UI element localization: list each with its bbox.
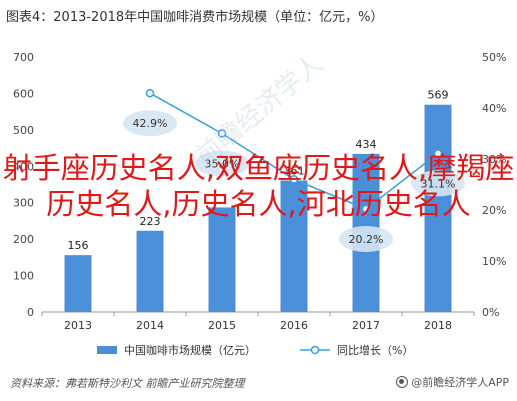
x-axis-category-label: 2016 [280,319,308,332]
right-axis-tick-label: 30% [482,153,506,166]
x-axis-category-label: 2017 [352,319,380,332]
bar [64,255,92,312]
right-axis-tick-label: 0% [482,306,499,319]
right-axis-tick-label: 50% [482,51,506,64]
brand-text: @前瞻经济学人APP [411,376,509,389]
line-value-label: 35.0% [205,158,240,171]
line-point [289,175,299,184]
left-axis-tick-label: 300 [13,197,34,210]
left-axis-tick-label: 700 [13,51,34,64]
overlay-text: 射手座历史名人,双鱼座历史名人,摩羯座历史名人,历史名人,河北历史名人 [2,151,515,221]
left-axis-tick-label: 200 [13,233,34,246]
chart-canvas: 0 100 200 300 400 500 600 700 0% 10% 20% 30% 40% 50% 1… [13,51,506,332]
bar [424,104,452,312]
left-axis-tick-label: 400 [13,160,34,173]
bar-value-label: 361 [284,164,305,177]
bar-value-label: 434 [356,138,377,151]
legend-line-swatch [300,345,330,355]
brand-mark: @前瞻经济学人APP [396,374,509,390]
right-axis-tick-label: 20% [482,204,506,217]
left-axis-tick-label: 500 [13,124,34,137]
data-label-bubble [411,170,465,197]
x-axis-category-label: 2018 [424,319,452,332]
line-point [217,129,227,138]
left-axis-tick-label: 100 [13,270,34,283]
legend-bar-label: 中国咖啡市场规模（亿元） [124,344,256,357]
brand-logo-icon [396,376,409,388]
right-axis-tick-label: 10% [482,255,506,268]
x-axis-category-label: 2014 [136,319,164,332]
bar-value-label: 156 [68,239,89,252]
line-value-label: 42.9% [133,117,168,130]
source-note: 资料来源：弗若斯特沙利文 前瞻产业研究院整理 [10,377,245,390]
x-axis-category-label: 2013 [64,319,92,332]
legend-bar-swatch [97,346,117,354]
bar [280,180,308,312]
line-value-label: 31.1% [421,177,456,190]
right-axis-tick-label: 40% [482,102,506,115]
line-value-label: 20.2% [349,233,384,246]
line-point [145,88,155,98]
chart-title: 图表4：2013-2018年中国咖啡消费市场规模（单位：亿元，%） [6,10,384,25]
data-label-bubble [123,110,177,137]
line-point [361,204,371,214]
left-axis-tick-label: 0 [27,306,34,319]
bar-value-label: 223 [140,215,161,228]
data-label-bubble [195,150,249,177]
bar [208,207,236,312]
bar-value-label: 569 [428,89,449,102]
left-axis-tick-label: 600 [13,87,34,100]
data-label-bubble [339,225,393,252]
x-axis-category-label: 2015 [208,319,236,332]
line-point [433,149,443,158]
bar [136,230,164,312]
legend-line-label: 同比增长（%） [337,344,414,357]
legend: 中国咖啡市场规模（亿元） 同比增长（%） [0,340,517,360]
